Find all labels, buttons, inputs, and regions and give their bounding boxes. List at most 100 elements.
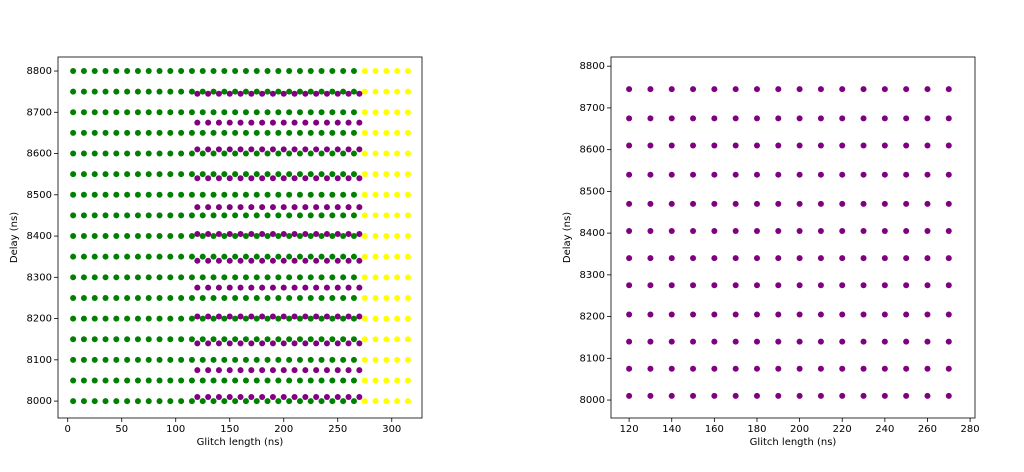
data-point [394,129,401,136]
data-point [626,228,633,235]
data-point [80,274,87,281]
data-point [945,282,952,289]
data-point [313,119,320,126]
data-point [167,191,174,198]
data-point [242,68,249,75]
data-point [307,315,314,322]
data-point [145,150,152,157]
data-point [350,233,357,240]
data-point [404,109,411,116]
data-point [232,109,239,116]
data-point [280,257,287,264]
data-point [372,377,379,384]
data-point [711,282,718,289]
x-tick-label: 120 [620,424,639,435]
data-point [280,340,287,347]
data-point [647,86,654,93]
data-point [817,338,824,345]
data-point [839,171,846,178]
data-point [296,212,303,219]
data-point [753,142,760,149]
data-point [318,253,325,260]
data-point [839,86,846,93]
data-point [318,274,325,281]
data-point [881,115,888,122]
data-point [307,171,314,178]
data-point [329,88,336,95]
data-point [199,253,206,260]
data-point [383,356,390,363]
data-point [205,119,212,126]
data-point [394,233,401,240]
data-point [668,86,675,93]
data-point [307,191,314,198]
data-point [334,340,341,347]
data-point [350,88,357,95]
data-point [205,284,212,291]
data-point [394,377,401,384]
data-point [753,200,760,207]
data-point [839,392,846,399]
data-point [124,191,131,198]
x-tick-label: 240 [875,424,894,435]
data-point [302,175,309,182]
data-point [259,175,266,182]
data-point [102,315,109,322]
data-point [323,90,330,97]
data-point [226,257,233,264]
y-tick-label: 8300 [27,272,52,283]
data-point [232,274,239,281]
data-point [145,191,152,198]
data-point [248,175,255,182]
x-tick-label: 100 [166,424,185,435]
data-point [323,257,330,264]
y-tick-label: 8200 [580,312,605,323]
data-point [275,150,282,157]
data-point [286,274,293,281]
data-point [167,129,174,136]
data-point [210,88,217,95]
data-point [345,230,352,237]
data-point [404,212,411,219]
x-tick-label: 260 [918,424,937,435]
data-point [215,367,222,374]
data-point [286,398,293,405]
data-point [323,119,330,126]
data-point [259,313,266,320]
data-point [356,257,363,264]
data-point [881,171,888,178]
data-point [775,142,782,149]
data-point [102,129,109,136]
data-point [383,274,390,281]
data-point [291,90,298,97]
data-point [156,129,163,136]
data-point [248,146,255,153]
data-point [817,255,824,262]
data-point [70,356,77,363]
data-point [124,377,131,384]
data-point [329,171,336,178]
data-point [350,356,357,363]
data-point [286,212,293,219]
data-point [253,336,260,343]
data-point [199,336,206,343]
data-point [156,377,163,384]
data-point [924,392,931,399]
x-tick-label: 140 [662,424,681,435]
data-point [945,86,952,93]
data-point [394,68,401,75]
data-point [318,109,325,116]
data-point [372,274,379,281]
data-point [307,356,314,363]
data-point [259,367,266,374]
data-point [647,171,654,178]
data-point [134,294,141,301]
data-point [178,68,185,75]
data-point [318,233,325,240]
data-point [318,336,325,343]
data-point [881,338,888,345]
data-point [903,365,910,372]
data-point [732,255,739,262]
data-point [383,336,390,343]
data-point [334,367,341,374]
